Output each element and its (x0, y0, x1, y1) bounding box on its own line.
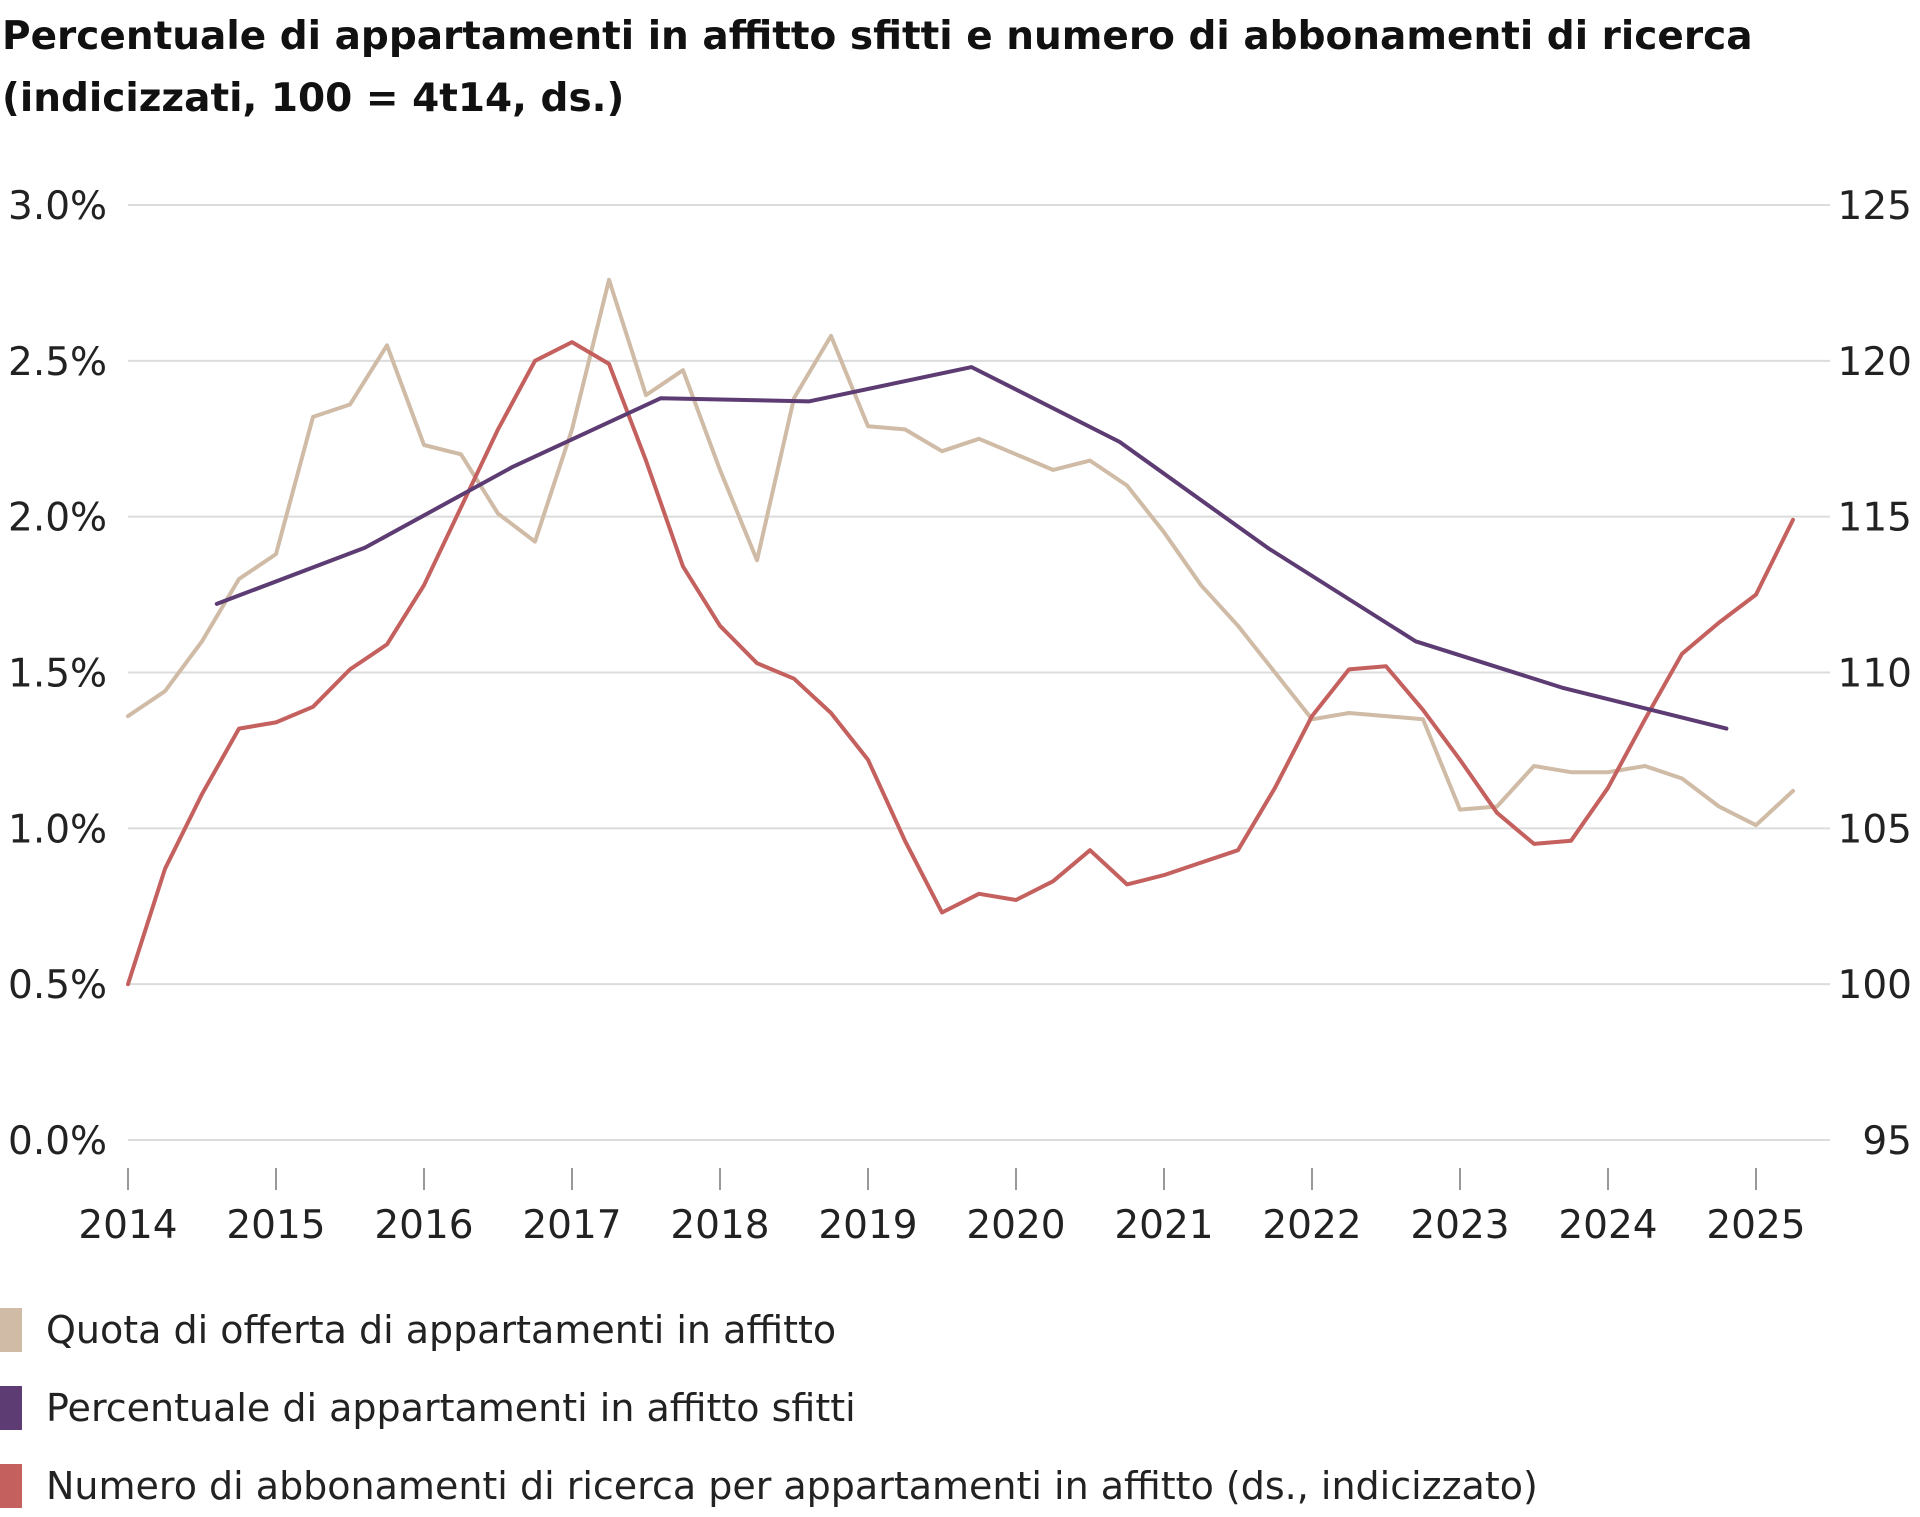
chart-subtitle: (indicizzati, 100 = 4t14, ds.) (2, 76, 625, 121)
series-line-0 (126, 277, 1795, 828)
right-tick-label: 120 (1838, 340, 1912, 385)
legend-swatch (0, 1308, 22, 1352)
x-tick-label: 2022 (1262, 1203, 1361, 1248)
right-tick-label: 95 (1862, 1119, 1912, 1164)
chart-title: Percentuale di appartamenti in affitto s… (2, 14, 1753, 59)
x-tick-label: 2017 (522, 1203, 621, 1248)
left-tick-label: 0.0% (8, 1119, 107, 1164)
chart-title-block: Percentuale di appartamenti in affitto s… (2, 6, 1902, 130)
series-lines (126, 277, 1795, 987)
legend-swatch (0, 1386, 22, 1430)
x-tick-label: 2023 (1410, 1203, 1509, 1248)
x-tick-label: 2018 (670, 1203, 769, 1248)
right-tick-label: 115 (1838, 496, 1912, 541)
x-tick-label: 2025 (1706, 1203, 1805, 1248)
legend-label: Quota di offerta di appartamenti in affi… (46, 1308, 837, 1352)
right-axis-ticks: 95 100 105 110 115 120 125 (1838, 184, 1912, 1164)
left-tick-label: 1.5% (8, 652, 107, 697)
x-tick-label: 2024 (1558, 1203, 1657, 1248)
series-line-2 (126, 340, 1795, 987)
x-tick-label: 2015 (226, 1203, 325, 1248)
left-tick-label: 1.0% (8, 807, 107, 852)
grid-lines (128, 204, 1830, 1141)
x-tick-label: 2016 (374, 1203, 473, 1248)
left-tick-label: 2.5% (8, 340, 107, 385)
legend-swatch (0, 1464, 22, 1508)
left-tick-label: 2.0% (8, 496, 107, 541)
left-tick-label: 3.0% (8, 184, 107, 229)
right-tick-label: 100 (1838, 963, 1912, 1008)
x-tick-label: 2014 (78, 1203, 177, 1248)
right-tick-label: 110 (1838, 652, 1912, 697)
left-tick-label: 0.5% (8, 963, 107, 1008)
x-tick-label: 2021 (1114, 1203, 1213, 1248)
x-axis: 2014 2015 2016 2017 2018 2019 2020 2021 2022 2023… (78, 1168, 1806, 1248)
x-tick-label: 2019 (818, 1203, 917, 1248)
right-tick-label: 105 (1838, 807, 1912, 852)
legend-label: Percentuale di appartamenti in affitto s… (46, 1386, 856, 1430)
x-tick-label: 2020 (966, 1203, 1065, 1248)
series-line-1 (214, 365, 1729, 731)
left-axis-ticks: 0.0% 0.5% 1.0% 1.5% 2.0% 2.5% 3.0% (8, 184, 107, 1164)
legend-label: Numero di abbonamenti di ricerca per app… (46, 1464, 1538, 1508)
right-tick-label: 125 (1838, 184, 1912, 229)
